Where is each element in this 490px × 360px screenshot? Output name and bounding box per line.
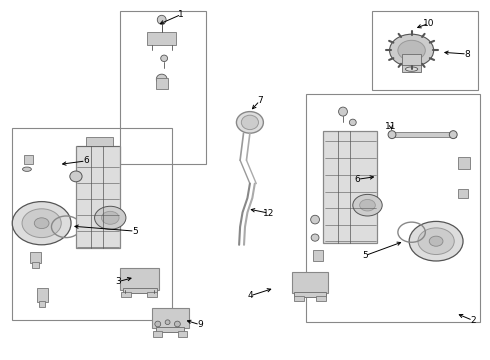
Bar [294,292,326,297]
Circle shape [418,228,454,255]
Circle shape [101,211,119,224]
Ellipse shape [155,321,161,327]
Bar [86,137,113,146]
Text: 2: 2 [470,316,476,325]
Ellipse shape [174,321,180,327]
Text: 7: 7 [257,96,263,105]
Text: 11: 11 [385,122,397,131]
Circle shape [398,40,425,60]
Ellipse shape [405,67,417,71]
Ellipse shape [242,115,259,130]
Bar [122,288,157,293]
Ellipse shape [311,234,319,241]
Text: 3: 3 [116,277,122,286]
Circle shape [409,221,463,261]
Circle shape [390,34,434,67]
Bar [120,268,159,290]
Bar [306,94,480,322]
Bar [372,11,478,90]
Ellipse shape [388,131,396,139]
Bar [323,131,377,243]
Circle shape [353,194,382,216]
Ellipse shape [237,112,264,133]
Bar [39,301,45,307]
Circle shape [95,206,126,229]
Bar [153,331,162,337]
Bar [402,54,421,72]
Bar [24,155,33,164]
Bar [120,11,206,164]
Ellipse shape [156,74,167,84]
Bar [294,296,304,301]
Bar [121,292,131,297]
Bar [152,308,189,328]
Bar [156,78,168,89]
Bar [30,252,41,263]
Ellipse shape [23,167,31,171]
Text: 4: 4 [247,292,253,300]
Circle shape [22,209,61,238]
Bar [147,32,176,45]
Ellipse shape [349,119,356,126]
Text: 8: 8 [464,50,470,59]
Text: 5: 5 [362,251,368,260]
Bar [147,292,157,297]
Bar [178,331,187,337]
Bar [392,132,456,137]
Ellipse shape [157,15,166,24]
Bar [37,288,48,302]
Text: 12: 12 [263,209,274,217]
Bar [313,250,323,261]
Ellipse shape [161,55,168,62]
Bar [316,296,326,301]
Bar [156,327,184,332]
Circle shape [12,202,71,245]
Text: 5: 5 [132,227,138,236]
Bar [458,189,468,198]
Ellipse shape [165,320,170,325]
Ellipse shape [70,171,82,182]
Text: 6: 6 [83,156,89,166]
Text: 10: 10 [423,19,435,28]
Ellipse shape [449,131,457,139]
Text: 6: 6 [355,175,361,184]
Ellipse shape [311,215,319,224]
Text: 1: 1 [178,10,184,19]
Circle shape [34,218,49,229]
Bar [458,157,470,169]
Bar [12,128,171,320]
Bar [32,262,39,268]
Circle shape [360,199,375,211]
Bar [292,272,328,293]
Bar [76,146,120,248]
Text: 9: 9 [197,320,203,329]
Circle shape [429,236,443,246]
Ellipse shape [339,107,347,116]
